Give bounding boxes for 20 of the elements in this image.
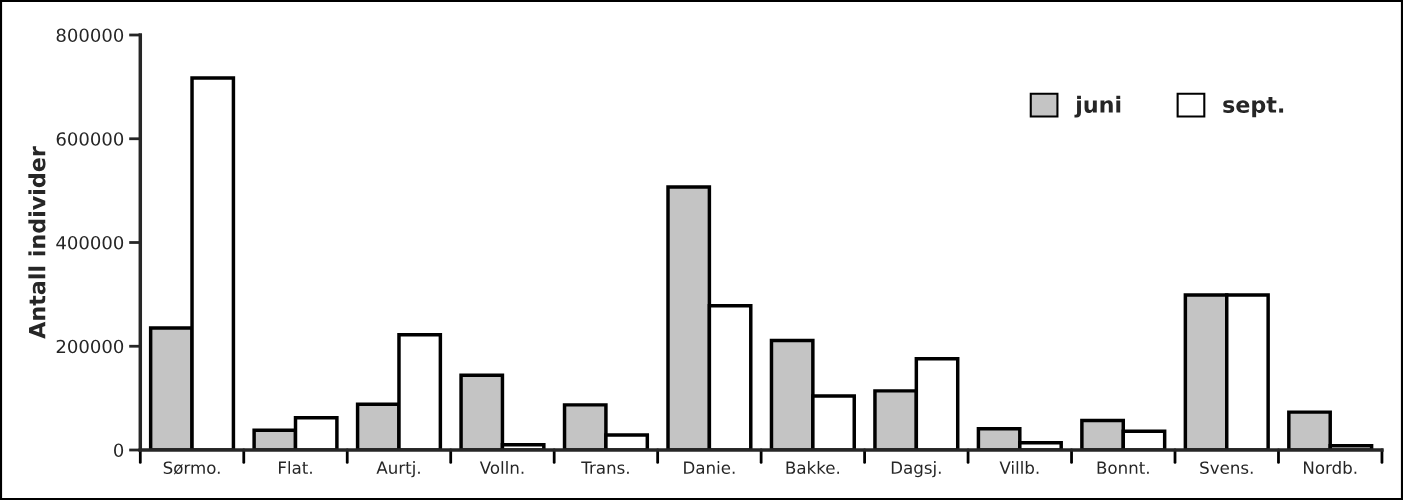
x-tick-label: Bakke. xyxy=(786,461,840,475)
x-tick-label: Aurtj. xyxy=(376,461,420,478)
x-tick-label: Bonnt. xyxy=(1097,461,1149,475)
x-tick-label: Flat. xyxy=(279,461,312,475)
y-tick-label: 0 xyxy=(114,443,124,458)
x-tick-label: Dagsj. xyxy=(891,461,941,478)
x-tick-label: Villb. xyxy=(999,461,1039,475)
y-tick-label: 600000 xyxy=(56,132,124,146)
legend-label: sept. xyxy=(1223,97,1284,118)
y-tick-label: 200000 xyxy=(56,339,124,354)
x-tick-label: Nordb. xyxy=(1304,461,1357,475)
x-tick-label: Svens. xyxy=(1200,461,1253,475)
x-tick-label: Volln. xyxy=(479,461,524,475)
y-tick-label: 800000 xyxy=(56,28,124,43)
x-tick-label: Trans. xyxy=(581,461,629,475)
y-axis-title: Antall individer xyxy=(28,146,46,339)
x-tick-label: Danie. xyxy=(684,461,735,475)
legend-label: juni xyxy=(1074,95,1121,118)
x-tick-label: Sørmo. xyxy=(163,461,220,475)
y-tick-label: 400000 xyxy=(56,235,124,250)
